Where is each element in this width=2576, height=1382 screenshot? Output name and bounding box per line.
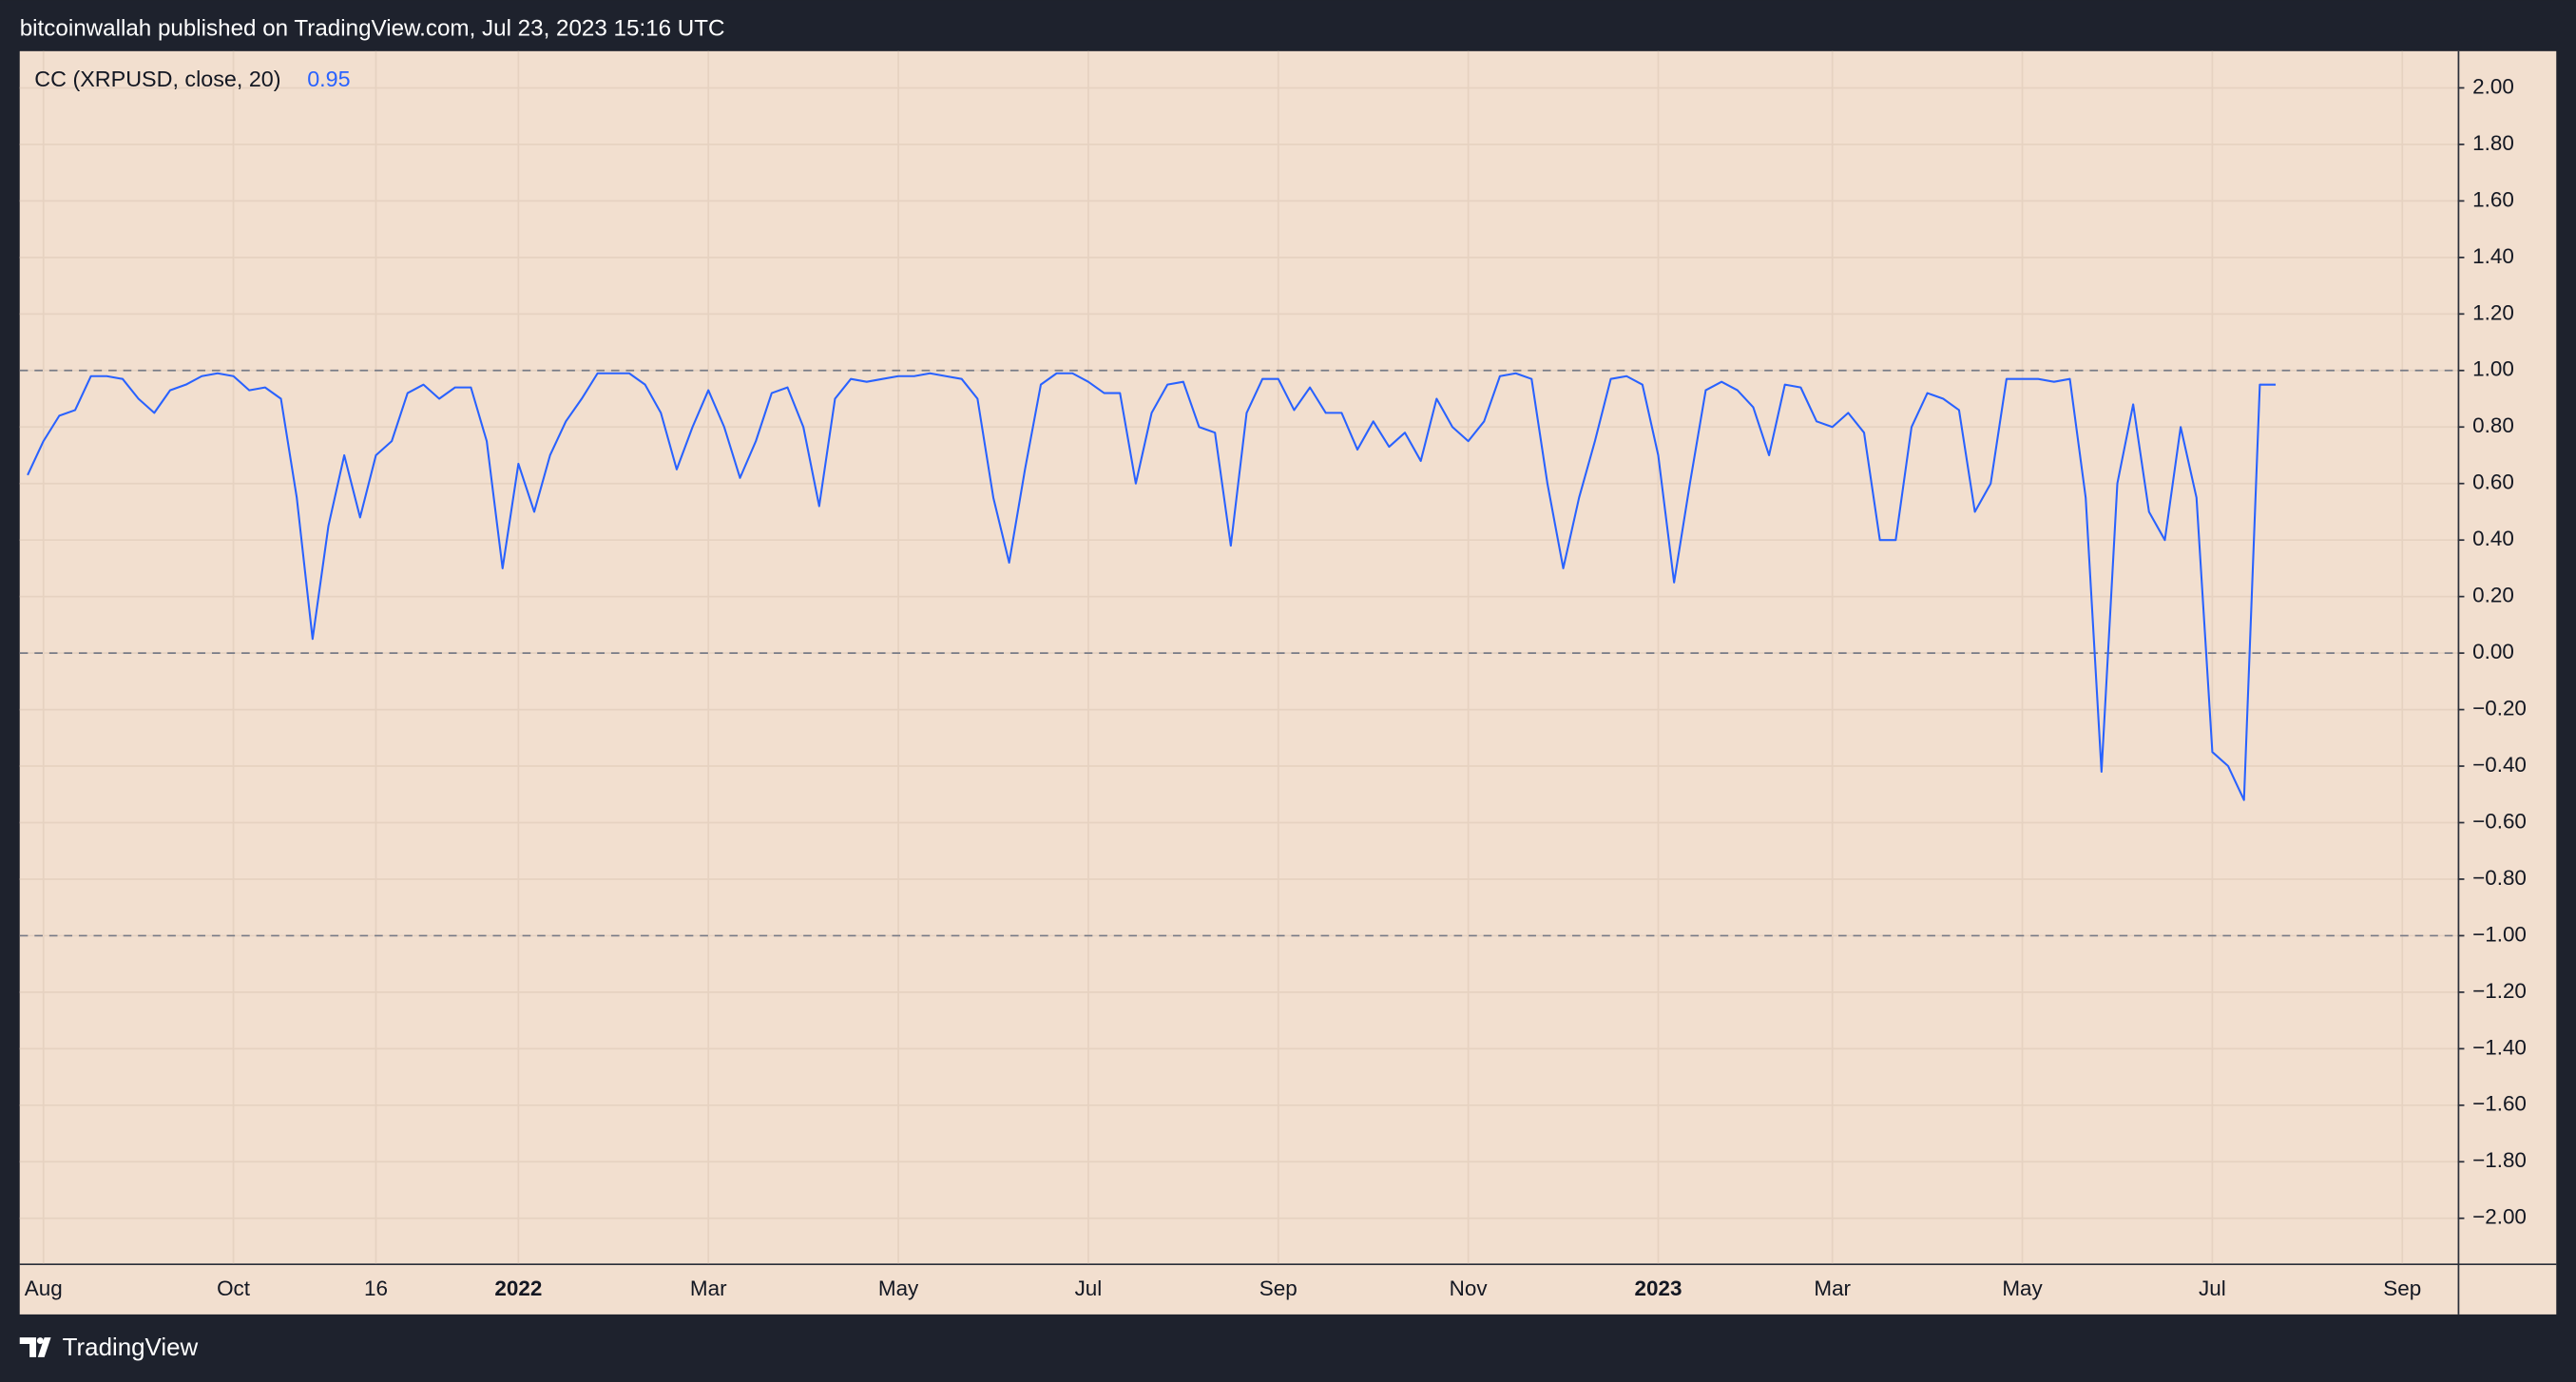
y-tick-label: −1.20 (2472, 979, 2527, 1003)
y-tick-label: −1.60 (2472, 1092, 2527, 1116)
x-tick-label: Oct (217, 1276, 251, 1300)
y-tick-label: 0.60 (2472, 470, 2514, 494)
header: bitcoinwallah published on TradingView.c… (20, 16, 725, 42)
footer: TradingView (63, 1334, 199, 1361)
x-tick-label: Mar (690, 1276, 727, 1300)
y-tick-label: 0.80 (2472, 413, 2514, 437)
y-tick-label: 1.60 (2472, 187, 2514, 211)
x-tick-label: Jul (2199, 1276, 2226, 1300)
y-tick-label: −0.60 (2472, 809, 2527, 833)
x-tick-label: Jul (1075, 1276, 1103, 1300)
y-tick-label: −0.20 (2472, 697, 2527, 720)
x-tick-label: May (878, 1276, 919, 1300)
y-tick-label: −0.40 (2472, 753, 2527, 777)
x-tick-label: Nov (1450, 1276, 1489, 1300)
logo-icon (19, 1337, 51, 1357)
plot (19, 369, 2458, 937)
series-line (27, 372, 2277, 801)
x-tick-label: Sep (1259, 1276, 1298, 1300)
y-tick-label: 0.00 (2472, 640, 2514, 663)
x-tick-label: 2022 (494, 1276, 542, 1300)
x-tick-label: 16 (364, 1276, 388, 1300)
legend-value: 0.95 (307, 67, 350, 91)
y-tick-label: 1.80 (2472, 131, 2514, 155)
y-tick-label: −1.80 (2472, 1148, 2527, 1172)
y-tick-label: 1.20 (2472, 300, 2514, 324)
chart-panel (19, 50, 2557, 1315)
x-tick-label: May (2002, 1276, 2043, 1300)
y-tick-label: −2.00 (2472, 1205, 2527, 1229)
y-tick-label: 1.00 (2472, 357, 2514, 381)
y-tick-label: −1.00 (2472, 922, 2527, 946)
y-tick-label: 2.00 (2472, 74, 2514, 98)
y-tick-label: 0.20 (2472, 584, 2514, 607)
y-tick-label: 0.40 (2472, 527, 2514, 550)
tv-logo (19, 1337, 51, 1357)
x-tick-label: Sep (2383, 1276, 2421, 1300)
x-tick-label: Mar (1814, 1276, 1851, 1300)
y-tick-label: −1.40 (2472, 1035, 2527, 1059)
x-tick-label: Aug (25, 1276, 63, 1300)
y-tick-label: 1.40 (2472, 244, 2514, 268)
y-tick-label: −0.80 (2472, 866, 2527, 890)
logo-dot (36, 1337, 44, 1345)
legend-name: CC (XRPUSD, close, 20) (34, 67, 280, 91)
x-tick-label: 2023 (1635, 1276, 1682, 1300)
